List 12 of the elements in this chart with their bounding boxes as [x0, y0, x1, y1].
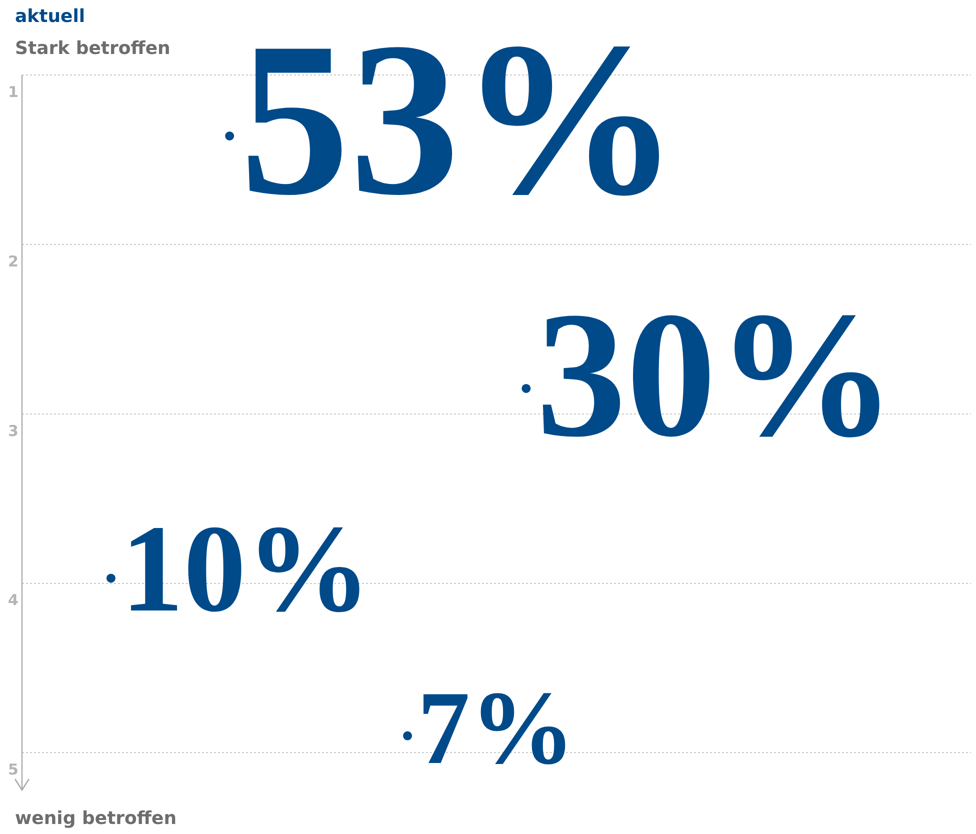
annotation: 10%	[120, 500, 371, 639]
chart-title: aktuell	[15, 6, 86, 27]
annotation: 30%	[536, 274, 896, 474]
y-tick-label: 4	[8, 591, 18, 610]
y-tick-label: 5	[8, 760, 18, 779]
y-tick-label: 1	[8, 82, 18, 101]
text: Stark betroffen	[15, 38, 170, 59]
y-tick-label: 3	[8, 422, 18, 440]
annotation: 53%	[240, 0, 680, 241]
text: wenig betroffen	[15, 808, 177, 829]
y-tick-label: 2	[8, 252, 18, 270]
annotation: 7%	[418, 668, 576, 786]
